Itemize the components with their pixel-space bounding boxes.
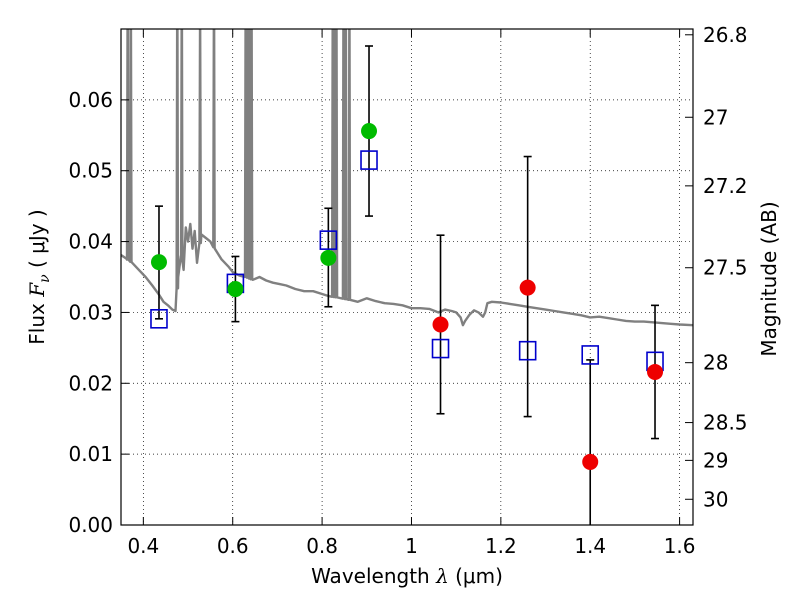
- model-point: [518, 340, 537, 361]
- nondetected-point: [647, 363, 664, 380]
- right-tick-label: 29: [703, 448, 728, 472]
- x-axis-ticks: 0.4 0.6 0.8 1 1.2 1.4 1.6: [127, 29, 696, 558]
- y-tick-label: 0.06: [68, 88, 113, 112]
- x-tick-label: 1: [405, 534, 418, 558]
- spectrum-line: [121, 29, 693, 327]
- detected-point: [150, 254, 167, 271]
- model-point: [581, 345, 600, 365]
- y-tick-label: 0.02: [68, 371, 113, 395]
- x-tick-label: 0.6: [217, 534, 249, 558]
- x-tick-label: 0.8: [306, 534, 338, 558]
- detected-point: [227, 281, 244, 298]
- y-tick-label: 0.05: [68, 159, 113, 183]
- right-axis-label: Magnitude (AB): [757, 201, 781, 356]
- right-tick-label: 28.5: [703, 411, 748, 435]
- right-tick-label: 28: [703, 351, 728, 375]
- y-axis-label: Flux Fν ( μJy ): [25, 209, 53, 344]
- nondetected-point: [519, 279, 536, 296]
- right-tick-label: 27.5: [703, 256, 748, 280]
- model-point: [431, 338, 450, 359]
- nondetected-point: [582, 453, 599, 470]
- model-point: [319, 230, 338, 250]
- detected-point: [320, 249, 337, 266]
- right-tick-label: 27.2: [703, 174, 748, 198]
- detected-point: [361, 123, 378, 140]
- plot-frame: [120, 28, 694, 526]
- y-tick-label: 0.03: [68, 300, 113, 324]
- x-tick-label: 1.4: [574, 534, 606, 558]
- model-photometry-points: [150, 150, 664, 372]
- x-axis-label: Wavelength λ (μm): [311, 564, 503, 588]
- model-point: [360, 150, 378, 170]
- right-tick-label: 30: [703, 487, 728, 511]
- y-tick-label: 0.00: [68, 513, 113, 537]
- x-tick-label: 1.6: [664, 534, 696, 558]
- y-tick-label: 0.04: [68, 230, 113, 254]
- grid: [121, 29, 693, 526]
- y-axis-ticks: 0.00 0.01 0.02 0.03 0.04 0.05 0.06: [68, 88, 129, 537]
- x-tick-label: 1.2: [485, 534, 517, 558]
- model-spectrum: [121, 29, 693, 327]
- right-tick-label: 27: [703, 105, 728, 129]
- x-tick-label: 0.4: [127, 534, 159, 558]
- nondetected-point: [432, 316, 449, 333]
- observed-photometry-points: [150, 123, 664, 470]
- right-tick-label: 26.8: [703, 23, 748, 47]
- y-tick-label: 0.01: [68, 442, 113, 466]
- model-point: [150, 309, 168, 329]
- right-axis-ticks: 26.8 27 27.2 27.5 28 28.5 29 30: [685, 23, 748, 511]
